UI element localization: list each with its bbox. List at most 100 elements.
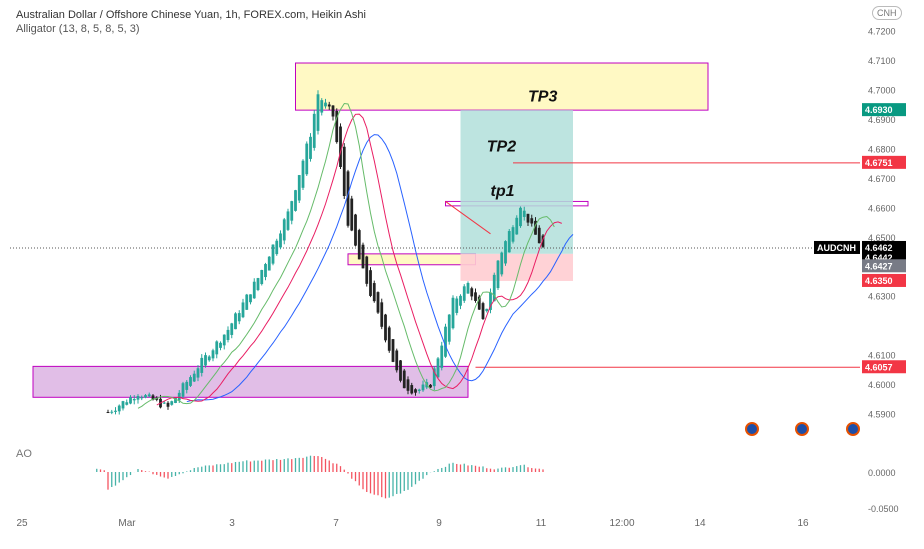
time-tick-label: 11 bbox=[536, 518, 547, 529]
candle-body bbox=[234, 313, 237, 330]
candle-body bbox=[339, 126, 342, 167]
candle-body bbox=[121, 401, 125, 409]
candle-body bbox=[417, 389, 421, 391]
candle-body bbox=[147, 394, 151, 397]
candle-body bbox=[410, 385, 414, 394]
indicator-legend: Alligator (13, 8, 5, 8, 5, 3) bbox=[16, 23, 140, 35]
time-tick-label: 3 bbox=[229, 518, 235, 529]
candle-body bbox=[140, 397, 144, 399]
price-tag-bg bbox=[862, 103, 906, 117]
price-tick-label: 4.7000 bbox=[868, 86, 896, 96]
candle-body bbox=[459, 295, 462, 306]
candle-body bbox=[462, 286, 466, 301]
candle-body bbox=[267, 256, 271, 271]
candle-body bbox=[249, 294, 252, 303]
candle-body bbox=[256, 278, 260, 291]
candle-body bbox=[320, 100, 324, 113]
candle-body bbox=[436, 358, 440, 378]
candle-body bbox=[204, 355, 207, 366]
candle-body bbox=[230, 323, 234, 335]
candle-body bbox=[369, 270, 372, 296]
price-tick-label: 4.7100 bbox=[868, 56, 896, 66]
price-tick-label: 4.6900 bbox=[868, 115, 896, 125]
candle-body bbox=[507, 231, 511, 253]
candle-body bbox=[309, 136, 312, 159]
price-tick-label: 4.6300 bbox=[868, 292, 896, 302]
price-tag-bg bbox=[862, 155, 906, 169]
candle-body bbox=[391, 339, 395, 362]
candle-body bbox=[496, 260, 500, 289]
candle-body bbox=[132, 398, 136, 401]
price-tick-label: 4.6700 bbox=[868, 174, 896, 184]
annotation-tp1: tp1 bbox=[491, 183, 515, 200]
time-tick-label: 12:00 bbox=[609, 518, 634, 529]
candle-body bbox=[342, 146, 346, 197]
alligator-teeth-line bbox=[156, 113, 562, 406]
candle-body bbox=[515, 217, 519, 235]
candle-body bbox=[264, 264, 267, 278]
currency-badge[interactable]: CNH bbox=[872, 6, 902, 20]
candle-body bbox=[226, 329, 230, 340]
candle-body bbox=[421, 384, 425, 391]
annotation-tp3: TP3 bbox=[528, 88, 557, 105]
candle-body bbox=[357, 230, 361, 260]
trend-line bbox=[445, 201, 491, 235]
economic-event-icon bbox=[795, 422, 809, 436]
price-tag-label: 4.6350 bbox=[865, 276, 893, 286]
candle-body bbox=[432, 368, 436, 387]
annotation-tp2: TP2 bbox=[487, 138, 516, 155]
candle-body bbox=[241, 302, 245, 318]
candle-body bbox=[372, 283, 376, 302]
candle-body bbox=[207, 356, 211, 361]
candle-body bbox=[346, 171, 350, 226]
candle-body bbox=[279, 233, 282, 248]
candle-body bbox=[447, 314, 451, 342]
price-tag-bg bbox=[862, 360, 906, 374]
candle-body bbox=[211, 350, 215, 359]
candle-body bbox=[222, 334, 226, 346]
price-tag-label: 4.6442 bbox=[865, 253, 893, 263]
candle-body bbox=[237, 313, 241, 322]
candle-body bbox=[162, 402, 166, 404]
candle-body bbox=[500, 252, 504, 275]
price-tag-bg bbox=[862, 259, 906, 273]
zone-supply bbox=[295, 62, 709, 111]
candle-body bbox=[129, 397, 132, 404]
candle-body bbox=[530, 218, 534, 224]
candle-body bbox=[489, 292, 492, 310]
candle-body bbox=[376, 292, 380, 313]
candle-body bbox=[402, 370, 406, 389]
price-tag-label: 4.6462 bbox=[865, 243, 893, 253]
candle-body bbox=[470, 288, 474, 297]
price-tick-label: 4.6500 bbox=[868, 233, 896, 243]
candle-body bbox=[189, 377, 192, 386]
candle-body bbox=[406, 379, 410, 391]
candle-body bbox=[174, 397, 177, 403]
candle-body bbox=[399, 360, 402, 381]
candle-body bbox=[361, 244, 365, 269]
alligator-lips-line bbox=[137, 102, 555, 409]
price-tag-label: 4.6057 bbox=[865, 362, 893, 372]
candle-body bbox=[290, 201, 294, 221]
ao-tick-label: 0.0000 bbox=[868, 468, 896, 478]
price-tick-label: 4.7200 bbox=[868, 27, 896, 37]
candle-body bbox=[335, 110, 339, 143]
price-tick-label: 4.5900 bbox=[868, 409, 896, 419]
time-tick-label: 14 bbox=[694, 518, 706, 529]
candle-body bbox=[466, 282, 470, 294]
candle-body bbox=[177, 392, 181, 401]
candle-body bbox=[271, 244, 275, 264]
candle-body bbox=[286, 211, 290, 230]
price-tag-label: 4.6751 bbox=[865, 158, 893, 168]
candle-body bbox=[440, 345, 444, 368]
time-tick-label: 16 bbox=[797, 518, 809, 529]
candle-body bbox=[429, 384, 432, 388]
economic-event-icon bbox=[846, 422, 860, 436]
candle-body bbox=[301, 160, 305, 188]
candle-body bbox=[519, 207, 522, 227]
price-tick-label: 4.6000 bbox=[868, 380, 896, 390]
candle-body bbox=[282, 219, 286, 241]
candle-body bbox=[380, 302, 384, 327]
